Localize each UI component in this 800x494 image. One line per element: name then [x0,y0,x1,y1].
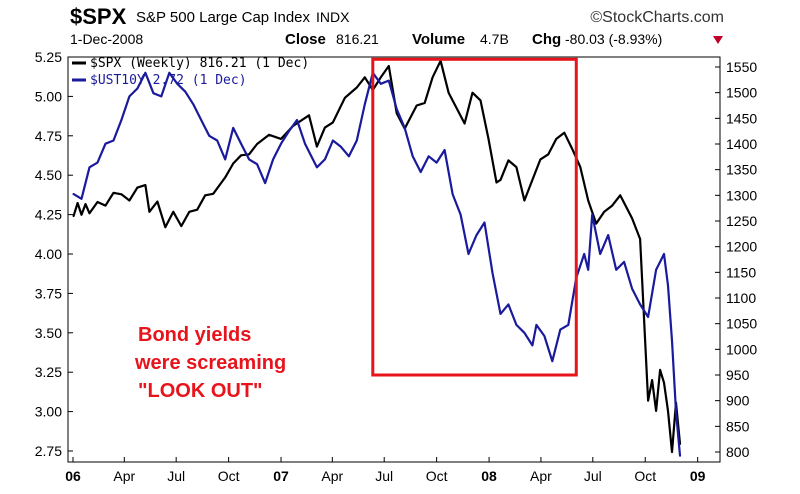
annotation-line-3: "LOOK OUT" [138,380,263,402]
close-label: Close [285,31,326,48]
right-tick-label: 900 [726,393,750,409]
left-tick-label: 3.75 [35,285,62,301]
x-tick-label: Jul [375,468,393,484]
change-label: Chg [532,31,561,48]
legend: $SPX (Weekly) 816.21 (1 Dec) $UST10Y 2.7… [72,56,309,88]
left-tick-label: 4.25 [35,207,62,223]
close-value: 816.21 [336,31,379,47]
left-tick-label: 3.00 [35,404,62,420]
x-tick-label: 09 [690,468,706,484]
left-y-axis: 5.25 5.00 4.75 4.50 4.25 4.00 3.75 3.50 3.25 3.00… [35,49,73,459]
x-tick-label: 08 [481,468,497,484]
plot-frame [67,56,721,463]
x-tick-label: Apr [321,468,343,484]
left-tick-label: 4.50 [35,167,62,183]
x-tick-label: Oct [426,468,448,484]
x-tick-label: 06 [65,468,81,484]
exchange-label: INDX [316,9,350,25]
right-tick-label: 1350 [726,162,757,178]
right-tick-label: 1500 [726,85,757,101]
x-tick-label: Oct [634,468,656,484]
annotation: Bond yields were screaming "LOOK OUT" [134,324,286,402]
ust10y-line [72,71,682,457]
right-tick-label: 1400 [726,136,757,152]
right-y-axis: 1550 1500 1450 1400 1350 1300 1250 1200 1150 1100… [715,59,757,460]
x-tick-label: Oct [218,468,240,484]
highlight-box [371,57,578,377]
left-tick-label: 3.25 [35,364,62,380]
legend-label-spx: $SPX (Weekly) 816.21 (1 Dec) [90,56,309,71]
x-tick-label: Jul [584,468,602,484]
left-tick-label: 5.00 [35,88,62,104]
right-tick-label: 1550 [726,59,757,75]
brand-watermark: ©StockCharts.com [590,9,724,26]
right-tick-label: 1100 [726,290,756,306]
right-tick-label: 1250 [726,213,757,229]
x-tick-label: Apr [113,468,135,484]
right-tick-label: 950 [726,367,750,383]
right-tick-label: 1200 [726,239,757,255]
ticker-symbol: $SPX [70,4,127,29]
x-tick-label: Jul [167,468,185,484]
left-tick-label: 4.75 [35,128,62,144]
series-layer [72,59,682,457]
right-tick-label: 800 [726,444,750,460]
right-tick-label: 1000 [726,341,757,357]
legend-label-ust10y: $UST10Y 2.72 (1 Dec) [90,73,247,88]
x-tick-label: Apr [530,468,552,484]
left-tick-label: 4.00 [35,246,62,262]
right-tick-label: 1300 [726,187,757,203]
chart-date: 1-Dec-2008 [70,31,143,47]
volume-value: 4.7B [480,31,509,47]
right-tick-label: 1050 [726,316,757,332]
right-tick-label: 1450 [726,110,757,126]
down-arrow-icon [713,36,723,44]
left-tick-label: 5.25 [35,49,62,65]
right-tick-label: 1150 [726,264,756,280]
x-axis: 06 Apr Jul Oct 07 Apr Jul Oct 08 Apr Jul Oct 09 [65,457,706,484]
annotation-line-1: Bond yields [138,324,251,346]
right-tick-label: 850 [726,418,750,434]
index-name: S&P 500 Large Cap Index [136,9,311,26]
volume-label: Volume [412,31,465,48]
x-tick-label: 07 [273,468,289,484]
annotation-line-2: were screaming [134,352,286,374]
left-tick-label: 3.50 [35,325,62,341]
change-value: -80.03 (-8.93%) [565,31,662,47]
chart-header: $SPX S&P 500 Large Cap Index INDX 1-Dec-… [70,4,724,48]
left-tick-label: 2.75 [35,443,62,459]
